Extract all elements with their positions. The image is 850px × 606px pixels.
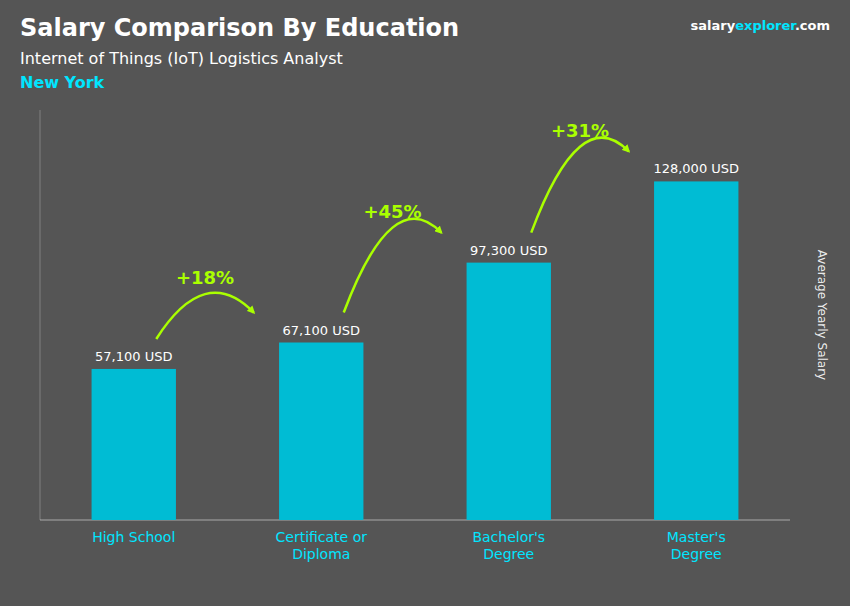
x-tick-label-line: Degree [483,546,534,562]
x-tick-label: Certificate orDiploma [276,529,368,562]
brand-part: .com [795,18,830,33]
x-tick-label-line: Diploma [292,546,350,562]
bar [467,263,551,520]
y-axis-label: Average Yearly Salary [815,250,829,380]
x-tick-label-line: Bachelor's [472,529,545,545]
brand-part: salary [691,18,736,33]
location: New York [20,73,105,92]
bars [92,181,739,520]
annotation: +31% [551,120,609,141]
x-tick-label: Master'sDegree [667,529,726,562]
x-tick-label-line: High School [92,529,175,545]
annotation: +18% [176,267,234,288]
x-tick-label-line: Certificate or [276,529,368,545]
arrow [344,219,442,313]
arrow [156,293,254,339]
bar [654,181,738,520]
chart: Salary Comparison By Education Internet o… [0,0,850,606]
x-tick-label-line: Master's [667,529,726,545]
data-label: 128,000 USD [653,161,739,176]
x-tick-label: Bachelor'sDegree [472,529,545,562]
brand: salaryexplorer.com [691,18,830,33]
brand-part: explorer [735,18,797,33]
data-label: 67,100 USD [283,323,360,338]
x-tick-label: High School [92,529,175,545]
arrow [531,138,629,233]
title: Salary Comparison By Education [20,14,459,42]
bar [92,369,176,520]
bar [279,343,363,520]
data-label: 97,300 USD [470,243,547,258]
data-label: 57,100 USD [95,349,172,364]
x-tick-label-line: Degree [671,546,722,562]
annotation: +45% [363,201,421,222]
background [0,0,850,606]
subtitle: Internet of Things (IoT) Logistics Analy… [20,49,343,68]
y-axis-line [40,110,41,520]
